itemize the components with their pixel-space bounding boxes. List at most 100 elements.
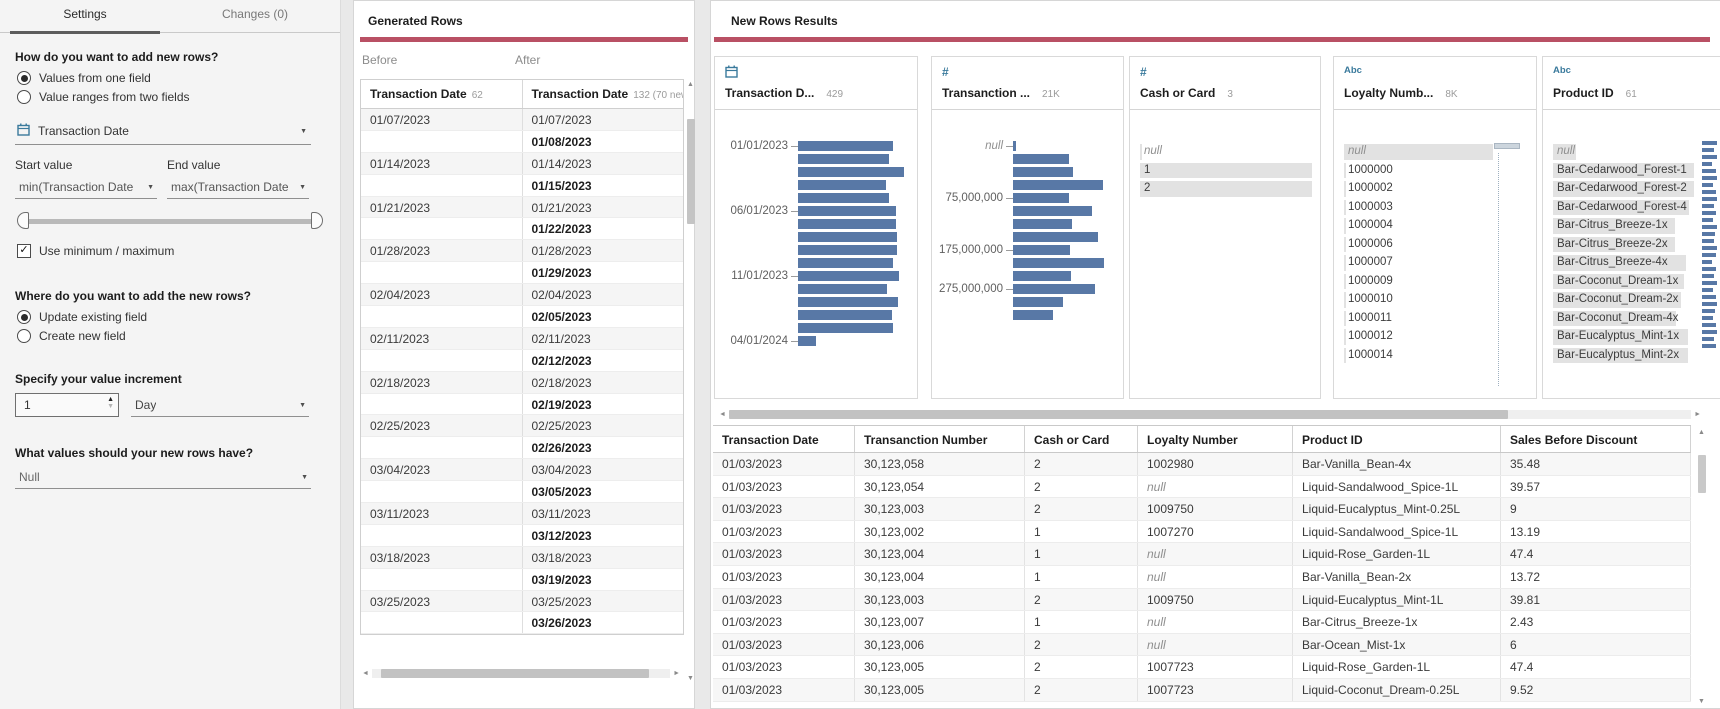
histogram-row[interactable] bbox=[715, 282, 911, 295]
value-item[interactable]: Bar-Coconut_Dream-4x bbox=[1553, 310, 1698, 328]
value-item[interactable]: 2 bbox=[1140, 180, 1312, 198]
value-list-scrollbar[interactable] bbox=[1494, 143, 1524, 386]
scrollbar-thumb[interactable] bbox=[687, 119, 695, 224]
histogram-row[interactable]: 275,000,000 bbox=[932, 282, 1117, 295]
table-row[interactable]: 01/03/2023 30,123,003 2 1009750 Liquid-Eucal… bbox=[713, 588, 1691, 612]
histogram-row[interactable]: 01/01/2023 bbox=[715, 139, 911, 152]
histogram-row[interactable]: 04/01/2024 bbox=[715, 334, 911, 347]
histogram-bar[interactable] bbox=[798, 166, 904, 177]
histogram-bar[interactable] bbox=[798, 218, 896, 229]
histogram-row[interactable] bbox=[715, 308, 911, 321]
histogram-bar[interactable] bbox=[1013, 218, 1072, 229]
table-row[interactable]: 01/03/2023 30,123,006 2 null Bar-Ocean_Mist-… bbox=[713, 633, 1691, 657]
scroll-right-icon[interactable]: ► bbox=[673, 669, 680, 677]
radio-where-add-option[interactable]: Update existing field bbox=[17, 310, 325, 324]
histogram-bar[interactable] bbox=[798, 283, 887, 294]
histogram-bar[interactable] bbox=[798, 231, 897, 242]
histogram-row[interactable] bbox=[715, 256, 911, 269]
histogram-bar[interactable] bbox=[798, 335, 816, 346]
histogram-bar[interactable] bbox=[798, 205, 896, 216]
slider-handle-min[interactable] bbox=[17, 212, 29, 229]
histogram-bar[interactable] bbox=[798, 179, 886, 190]
generated-rows-horizontal-scrollbar[interactable]: ◄ ► bbox=[362, 667, 680, 679]
histogram-bar[interactable] bbox=[1013, 244, 1070, 255]
column-header[interactable]: Sales Before Discount bbox=[1501, 426, 1691, 452]
histogram-bar[interactable] bbox=[798, 257, 893, 268]
scrollbar-thumb[interactable] bbox=[380, 668, 650, 678]
histogram-bar[interactable] bbox=[1013, 231, 1098, 242]
histogram-bar[interactable] bbox=[798, 244, 897, 255]
generated-rows-vertical-scrollbar[interactable]: ▲ ▼ bbox=[686, 81, 696, 682]
histogram-row[interactable]: 11/01/2023 bbox=[715, 269, 911, 282]
radio-icon[interactable] bbox=[17, 71, 31, 85]
start-value-dropdown[interactable]: min(Transaction Date ▼ bbox=[15, 177, 157, 199]
value-item[interactable]: Bar-Eucalyptus_Mint-1x bbox=[1553, 328, 1698, 346]
histogram-row[interactable] bbox=[715, 243, 911, 256]
histogram-row[interactable] bbox=[932, 178, 1117, 191]
field-selector[interactable]: Transaction Date ▼ bbox=[15, 119, 311, 145]
histogram-bar[interactable] bbox=[1013, 257, 1104, 268]
histogram-bar[interactable] bbox=[1013, 283, 1095, 294]
histogram-bar[interactable] bbox=[1013, 296, 1063, 307]
value-item[interactable]: Bar-Eucalyptus_Mint-2x bbox=[1553, 347, 1698, 365]
histogram-row[interactable] bbox=[715, 178, 911, 191]
range-slider[interactable] bbox=[17, 212, 323, 230]
table-row[interactable]: 01/03/2023 30,123,002 1 1007270 Liquid-Sanda… bbox=[713, 520, 1691, 544]
value-item[interactable]: null bbox=[1553, 143, 1698, 161]
column-header[interactable]: Transaction Date bbox=[713, 426, 855, 452]
histogram-row[interactable] bbox=[715, 230, 911, 243]
value-item[interactable]: 1000002 bbox=[1344, 180, 1494, 198]
value-item[interactable]: 1000004 bbox=[1344, 217, 1494, 235]
radio-add-rows-option[interactable]: Values from one field bbox=[17, 71, 325, 85]
value-item[interactable]: 1000000 bbox=[1344, 162, 1494, 180]
increment-input[interactable]: 1 ▲ ▼ bbox=[15, 393, 119, 417]
scrollbar-track[interactable] bbox=[728, 409, 1692, 419]
radio-icon[interactable] bbox=[17, 310, 31, 324]
field-profile-card[interactable]: # Transanction ... 21K null 75,000,000 175,00… bbox=[931, 56, 1124, 399]
value-item[interactable]: 1000007 bbox=[1344, 254, 1494, 272]
value-item[interactable]: Bar-Cedarwood_Forest-4 bbox=[1553, 199, 1698, 217]
histogram-row[interactable]: 06/01/2023 bbox=[715, 204, 911, 217]
table-row[interactable]: 01/03/2023 30,123,054 2 null Liquid-Sandalwo… bbox=[713, 475, 1691, 499]
histogram-row[interactable] bbox=[715, 152, 911, 165]
column-header[interactable]: Cash or Card bbox=[1025, 426, 1138, 452]
histogram-row[interactable] bbox=[932, 269, 1117, 282]
value-item[interactable]: 1 bbox=[1140, 162, 1312, 180]
scroll-down-icon[interactable]: ▼ bbox=[1698, 698, 1705, 705]
value-item[interactable]: Bar-Cedarwood_Forest-2 bbox=[1553, 180, 1698, 198]
histogram-bar[interactable] bbox=[1013, 270, 1071, 281]
slider-handle-max[interactable] bbox=[311, 212, 323, 229]
use-min-max-checkbox[interactable]: ✓ bbox=[17, 244, 31, 258]
table-row[interactable]: 01/03/2023 30,123,004 1 null Bar-Vanilla_Bea… bbox=[713, 565, 1691, 589]
histogram-row[interactable] bbox=[932, 230, 1117, 243]
column-header[interactable]: Transanction Number bbox=[855, 426, 1025, 452]
histogram-bar[interactable] bbox=[798, 192, 889, 203]
value-item[interactable]: Bar-Citrus_Breeze-1x bbox=[1553, 217, 1698, 235]
tab-changes[interactable]: Changes (0) bbox=[221, 7, 289, 21]
histogram-bar[interactable] bbox=[1013, 179, 1103, 190]
field-profile-card[interactable]: Abc Product ID 61 null Bar-Cedarwood_Forest-… bbox=[1542, 56, 1720, 399]
table-row[interactable]: 01/03/2023 30,123,003 2 1009750 Liquid-Eucal… bbox=[713, 498, 1691, 521]
histogram-bar[interactable] bbox=[1013, 166, 1073, 177]
histogram-row[interactable] bbox=[932, 152, 1117, 165]
histogram-row[interactable] bbox=[932, 204, 1117, 217]
value-item[interactable]: Bar-Citrus_Breeze-4x bbox=[1553, 254, 1698, 272]
new-row-value-dropdown[interactable]: Null ▼ bbox=[15, 467, 311, 489]
scrollbar-track[interactable] bbox=[371, 668, 671, 678]
histogram-bar[interactable] bbox=[798, 270, 899, 281]
radio-icon[interactable] bbox=[17, 90, 31, 104]
histogram-row[interactable] bbox=[932, 308, 1117, 321]
end-value-dropdown[interactable]: max(Transaction Date ▼ bbox=[167, 177, 309, 199]
scrollbar-thumb[interactable] bbox=[1494, 143, 1520, 149]
histogram-bar[interactable] bbox=[798, 153, 889, 164]
radio-icon[interactable] bbox=[17, 329, 31, 343]
histogram-row[interactable]: 75,000,000 bbox=[932, 191, 1117, 204]
scrollbar-thumb[interactable] bbox=[1698, 455, 1706, 493]
histogram-row[interactable]: null bbox=[932, 139, 1117, 152]
histogram-bar[interactable] bbox=[798, 322, 893, 333]
value-item[interactable]: 1000010 bbox=[1344, 291, 1494, 309]
scroll-up-icon[interactable]: ▲ bbox=[1698, 429, 1705, 436]
value-item[interactable]: Bar-Cedarwood_Forest-1 bbox=[1553, 162, 1698, 180]
table-row[interactable]: 01/03/2023 30,123,007 1 null Bar-Citrus_Bree… bbox=[713, 611, 1691, 634]
histogram-row[interactable]: 175,000,000 bbox=[932, 243, 1117, 256]
